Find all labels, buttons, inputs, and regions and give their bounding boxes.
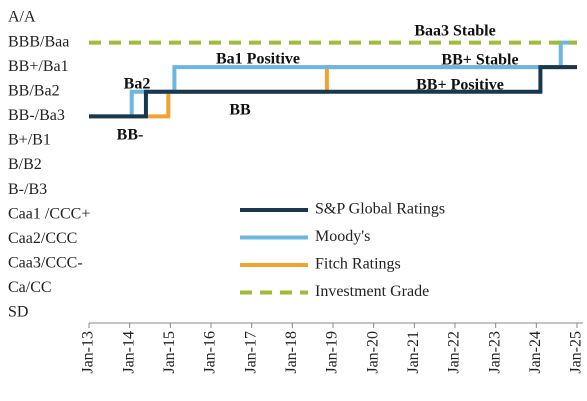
y-tick-label: B+/B1	[8, 132, 51, 149]
annotation: BB-	[117, 127, 144, 144]
annotation: BB+ Positive	[416, 77, 504, 94]
x-tick-label: Jan-25	[568, 331, 585, 374]
y-tick-label: BB-/Ba3	[8, 107, 65, 124]
x-tick-label: Jan-19	[324, 331, 341, 374]
legend-label: Fitch Ratings	[315, 256, 401, 273]
legend-label: S&P Global Ratings	[315, 201, 445, 218]
annotation: BB	[229, 102, 251, 119]
y-tick-label: B/B2	[8, 156, 42, 173]
x-tick-label: Jan-13	[80, 331, 97, 374]
x-tick-label: Jan-15	[161, 331, 178, 374]
y-tick-label: Caa1 /CCC+	[8, 205, 90, 222]
series-line	[89, 65, 577, 119]
legend-label: Moody's	[315, 228, 370, 245]
y-tick-label: Caa2/CCC	[8, 230, 77, 247]
annotation: Ba2	[124, 76, 151, 93]
y-tick-label: A/A	[8, 9, 36, 26]
y-tick-label: Caa3/CCC-	[8, 255, 83, 272]
x-tick-label: Jan-24	[527, 331, 544, 374]
y-tick-label: BB+/Ba1	[8, 58, 69, 75]
annotation: Baa3 Stable	[414, 23, 495, 40]
x-tick-label: Jan-18	[283, 331, 300, 374]
y-tick-label: Ca/CC	[8, 279, 52, 296]
y-tick-label: BB/Ba2	[8, 82, 60, 99]
legend-label: Investment Grade	[315, 283, 429, 300]
x-tick-label: Jan-22	[446, 331, 463, 374]
x-tick-label: Jan-16	[202, 331, 219, 374]
x-tick-label: Jan-14	[120, 331, 137, 374]
annotation: Ba1 Positive	[216, 51, 300, 68]
x-tick-label: Jan-17	[242, 331, 259, 374]
y-tick-label: SD	[8, 304, 28, 321]
x-tick-label: Jan-21	[405, 331, 422, 374]
y-tick-label: B-/B3	[8, 181, 47, 198]
x-tick-label: Jan-20	[364, 331, 381, 374]
x-tick-label: Jan-23	[486, 331, 503, 374]
annotation: BB+ Stable	[441, 52, 518, 69]
y-tick-label: BBB/Baa	[8, 33, 69, 50]
